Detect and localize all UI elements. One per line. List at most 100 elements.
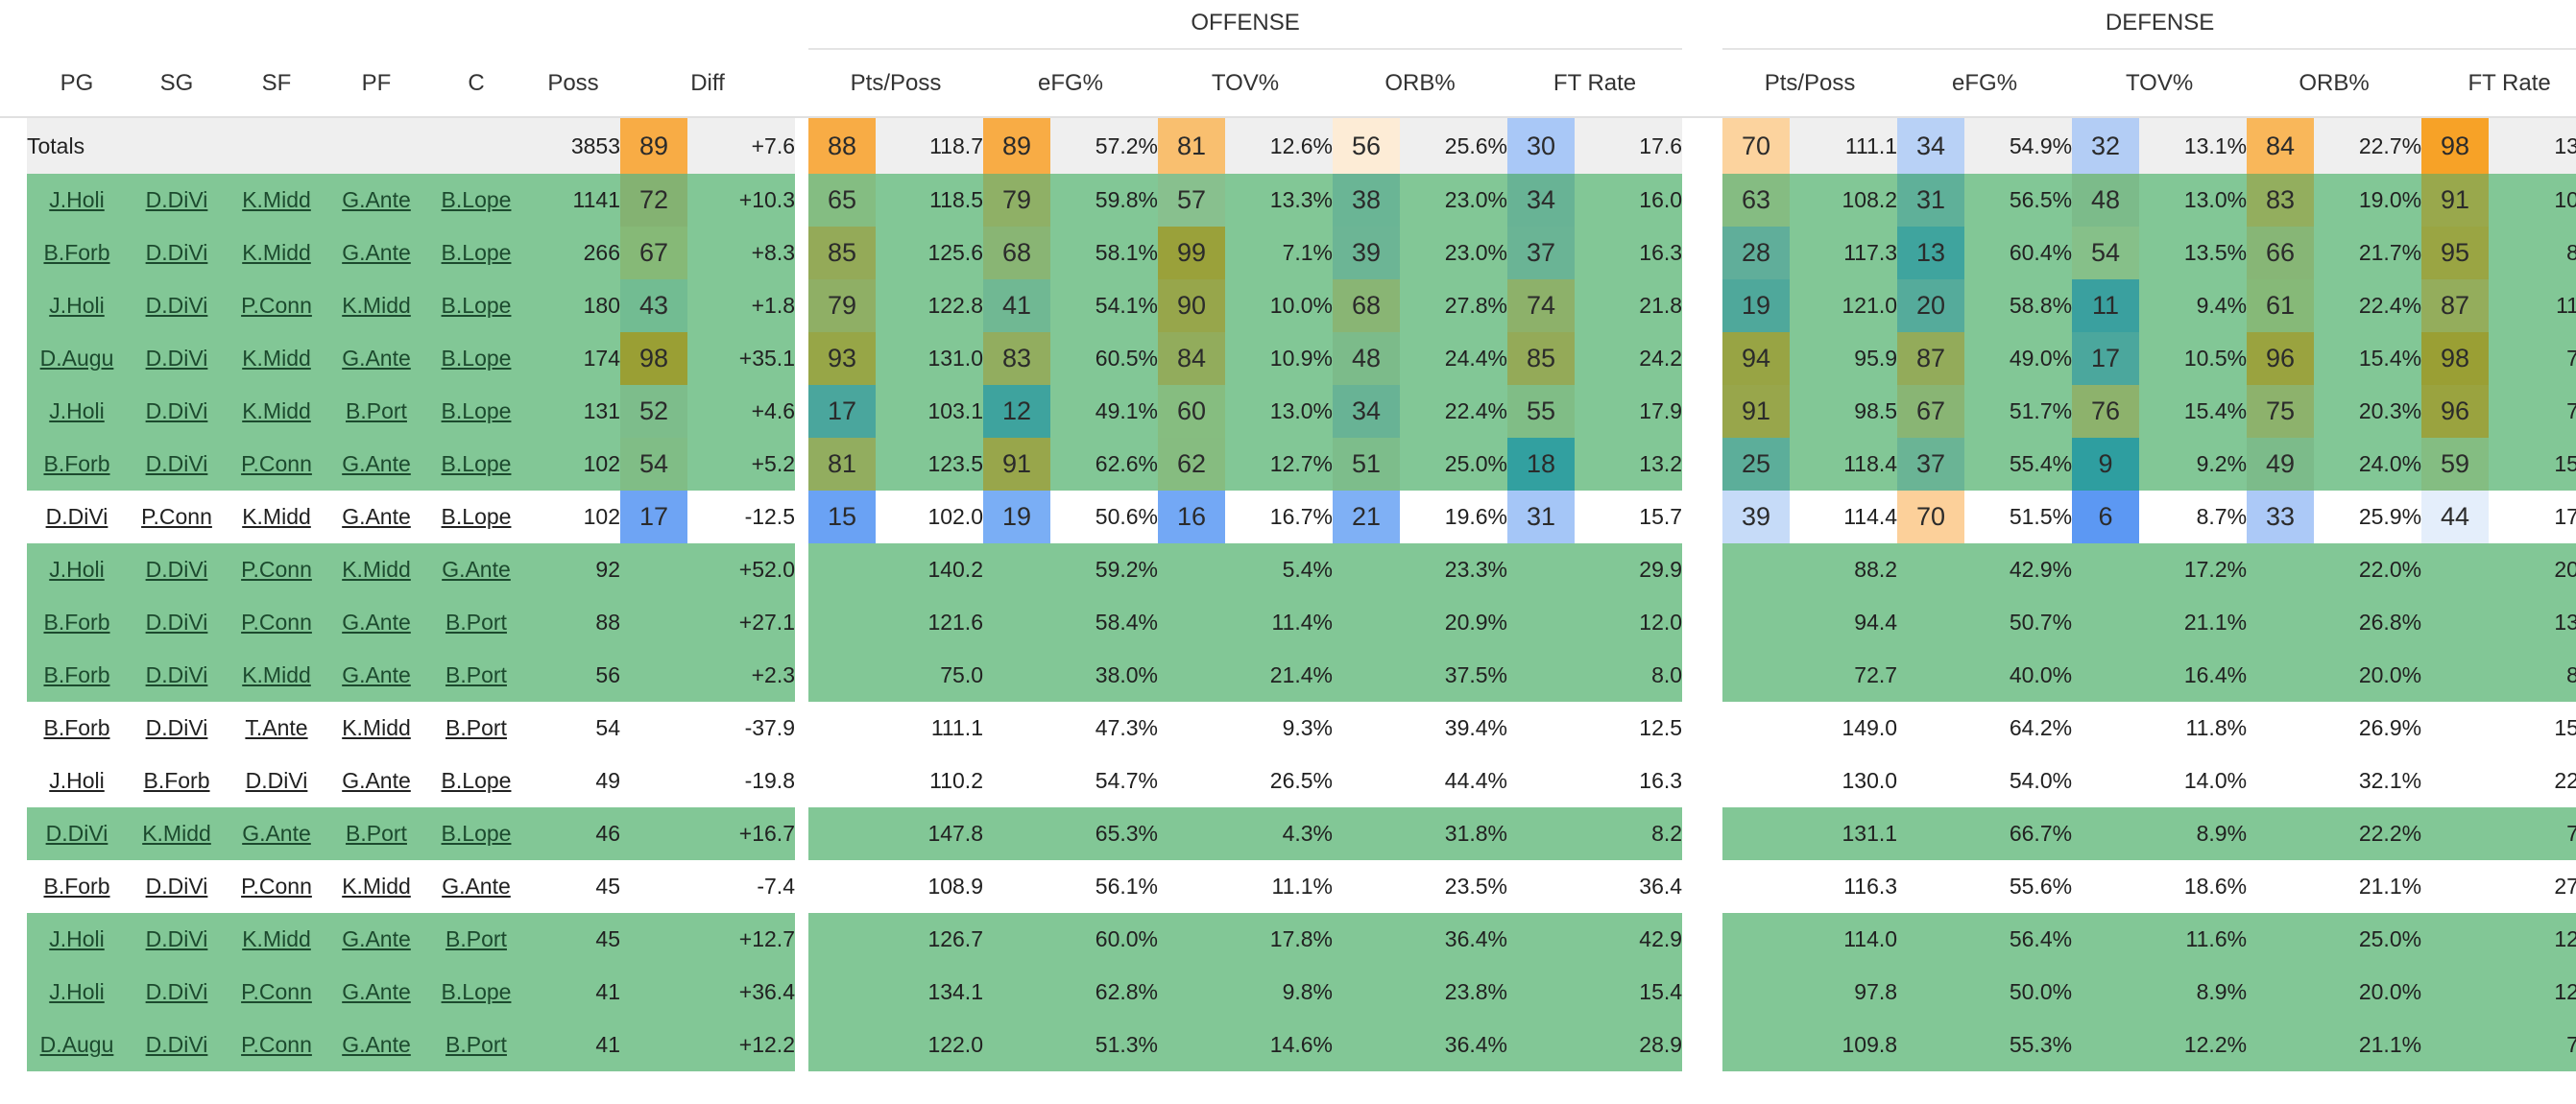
player-link[interactable]: D.Augu (39, 346, 114, 371)
player-link[interactable]: G.Ante (342, 662, 411, 687)
player-link[interactable]: K.Midd (242, 926, 311, 951)
player-link[interactable]: B.Forb (43, 240, 110, 265)
player-link[interactable]: D.DiVi (145, 346, 208, 371)
player-link[interactable]: K.Midd (242, 662, 311, 687)
player-link[interactable]: B.Lope (441, 451, 512, 476)
player-link[interactable]: D.DiVi (45, 504, 108, 529)
player-link[interactable]: B.Port (445, 662, 507, 687)
player-link[interactable]: B.Lope (441, 821, 512, 846)
col-header-def-tov[interactable]: TOV% (2072, 50, 2248, 118)
player-link[interactable]: B.Forb (143, 768, 210, 793)
player-link[interactable]: P.Conn (241, 557, 312, 582)
player-link[interactable]: D.DiVi (145, 398, 208, 423)
player-link[interactable]: K.Midd (242, 504, 311, 529)
player-link[interactable]: G.Ante (442, 557, 511, 582)
player-link[interactable]: P.Conn (241, 1032, 312, 1057)
player-link[interactable]: J.Holi (49, 293, 105, 318)
player-link[interactable]: B.Lope (441, 346, 512, 371)
player-link[interactable]: T.Ante (245, 715, 308, 740)
player-link[interactable]: K.Midd (242, 398, 311, 423)
player-link[interactable]: G.Ante (342, 346, 411, 371)
player-link[interactable]: B.Forb (43, 715, 110, 740)
col-header-def-ft-rate[interactable]: FT Rate (2421, 50, 2576, 118)
player-link[interactable]: B.Forb (43, 874, 110, 899)
player-link[interactable]: B.Forb (43, 662, 110, 687)
player-link[interactable]: P.Conn (241, 610, 312, 635)
player-link[interactable]: K.Midd (242, 240, 311, 265)
player-link[interactable]: D.DiVi (145, 451, 208, 476)
player-link[interactable]: G.Ante (342, 926, 411, 951)
player-link[interactable]: D.DiVi (145, 926, 208, 951)
col-header-diff[interactable]: Diff (620, 50, 795, 118)
col-header-off-efg[interactable]: eFG% (983, 50, 1158, 118)
col-header-off-pts-poss[interactable]: Pts/Poss (808, 50, 983, 118)
player-link[interactable]: D.DiVi (245, 768, 308, 793)
player-link[interactable]: B.Lope (441, 979, 512, 1004)
player-link[interactable]: K.Midd (142, 821, 211, 846)
player-link[interactable]: D.Augu (39, 1032, 114, 1057)
player-link[interactable]: P.Conn (141, 504, 212, 529)
player-link[interactable]: B.Lope (441, 293, 512, 318)
player-link[interactable]: B.Lope (441, 768, 512, 793)
player-link[interactable]: B.Lope (441, 398, 512, 423)
col-header-pf[interactable]: PF (326, 50, 426, 118)
col-header-off-tov[interactable]: TOV% (1158, 50, 1333, 118)
player-link[interactable]: G.Ante (342, 240, 411, 265)
col-header-sf[interactable]: SF (227, 50, 326, 118)
player-link[interactable]: D.DiVi (45, 821, 108, 846)
player-link[interactable]: B.Lope (441, 187, 512, 212)
player-link[interactable]: B.Port (445, 610, 507, 635)
player-link[interactable]: J.Holi (49, 926, 105, 951)
player-link[interactable]: B.Forb (43, 451, 110, 476)
player-link[interactable]: G.Ante (342, 1032, 411, 1057)
player-link[interactable]: G.Ante (342, 504, 411, 529)
player-link[interactable]: B.Port (346, 821, 407, 846)
col-header-def-orb[interactable]: ORB% (2247, 50, 2422, 118)
player-link[interactable]: J.Holi (49, 557, 105, 582)
col-header-c[interactable]: C (426, 50, 526, 118)
player-link[interactable]: B.Port (445, 715, 507, 740)
player-link[interactable]: K.Midd (242, 187, 311, 212)
col-header-def-efg[interactable]: eFG% (1897, 50, 2073, 118)
player-link[interactable]: D.DiVi (145, 662, 208, 687)
col-header-poss[interactable]: Poss (526, 50, 620, 118)
player-link[interactable]: K.Midd (342, 715, 411, 740)
player-link[interactable]: G.Ante (342, 451, 411, 476)
player-link[interactable]: B.Lope (441, 504, 512, 529)
col-header-off-ft-rate[interactable]: FT Rate (1507, 50, 1683, 118)
col-header-sg[interactable]: SG (127, 50, 227, 118)
player-link[interactable]: J.Holi (49, 768, 105, 793)
player-link[interactable]: G.Ante (342, 768, 411, 793)
player-link[interactable]: D.DiVi (145, 715, 208, 740)
player-link[interactable]: B.Lope (441, 240, 512, 265)
col-header-def-pts-poss[interactable]: Pts/Poss (1722, 50, 1898, 118)
player-link[interactable]: P.Conn (241, 451, 312, 476)
player-link[interactable]: P.Conn (241, 979, 312, 1004)
player-link[interactable]: B.Port (445, 926, 507, 951)
player-link[interactable]: B.Port (445, 1032, 507, 1057)
player-link[interactable]: P.Conn (241, 874, 312, 899)
player-link[interactable]: J.Holi (49, 979, 105, 1004)
col-header-pg[interactable]: PG (27, 50, 127, 118)
col-header-off-orb[interactable]: ORB% (1333, 50, 1507, 118)
player-link[interactable]: D.DiVi (145, 1032, 208, 1057)
player-link[interactable]: D.DiVi (145, 557, 208, 582)
player-link[interactable]: P.Conn (241, 293, 312, 318)
player-link[interactable]: G.Ante (342, 187, 411, 212)
player-link[interactable]: D.DiVi (145, 293, 208, 318)
player-link[interactable]: B.Port (346, 398, 407, 423)
player-link[interactable]: G.Ante (442, 874, 511, 899)
player-link[interactable]: G.Ante (342, 610, 411, 635)
player-link[interactable]: D.DiVi (145, 610, 208, 635)
player-link[interactable]: D.DiVi (145, 979, 208, 1004)
player-link[interactable]: B.Forb (43, 610, 110, 635)
player-link[interactable]: K.Midd (342, 557, 411, 582)
player-link[interactable]: G.Ante (342, 979, 411, 1004)
player-link[interactable]: D.DiVi (145, 187, 208, 212)
player-link[interactable]: G.Ante (242, 821, 311, 846)
player-link[interactable]: D.DiVi (145, 240, 208, 265)
player-link[interactable]: K.Midd (342, 293, 411, 318)
player-link[interactable]: J.Holi (49, 187, 105, 212)
player-link[interactable]: D.DiVi (145, 874, 208, 899)
player-link[interactable]: J.Holi (49, 398, 105, 423)
